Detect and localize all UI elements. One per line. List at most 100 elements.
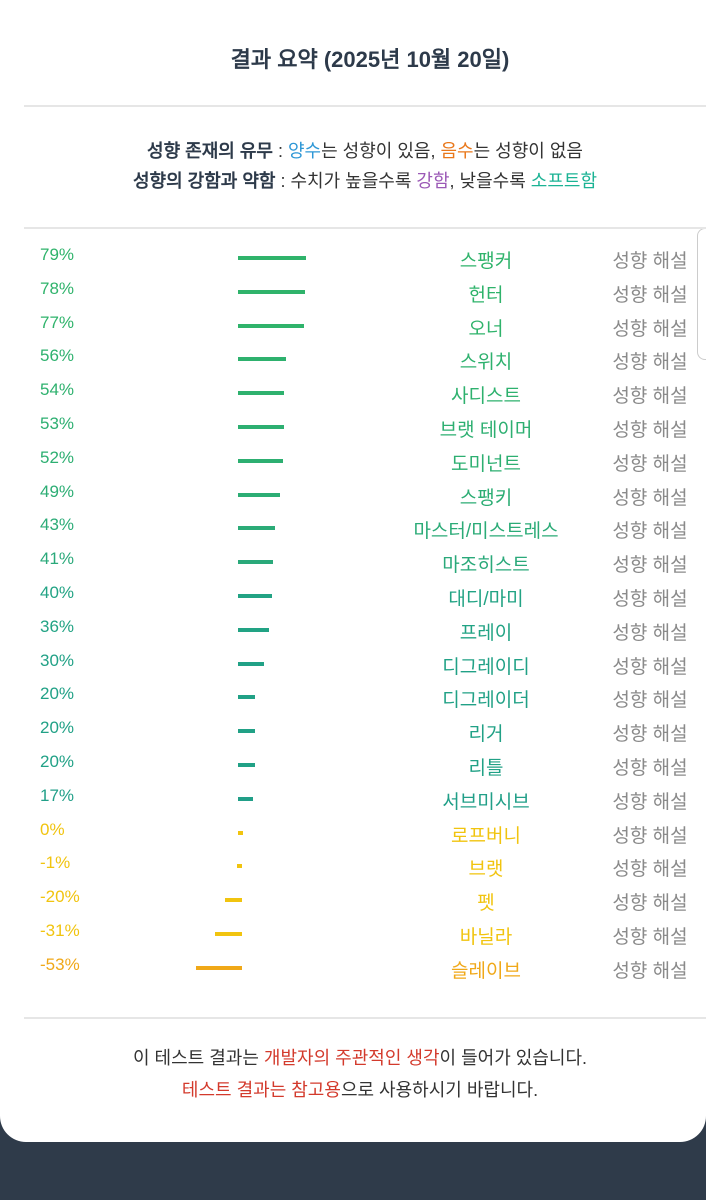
result-row: 77% 오너 성향 해설 [0,309,706,343]
bar [238,763,256,767]
bar [196,965,242,970]
bar [238,492,281,497]
explain-link[interactable]: 성향 해설 [612,487,688,509]
type-label: 스팽커 [459,251,513,272]
explain-link[interactable]: 성향 해설 [612,825,688,847]
bar [238,695,256,700]
footer-highlight: 개발자의 주관적인 생각 [263,1048,440,1068]
type-label: 프레이 [459,622,513,644]
explain-link[interactable]: 성향 해설 [612,758,688,779]
footer-text: 이 테스트 결과는 [132,1048,264,1068]
explain-link[interactable]: 성향 해설 [612,656,688,678]
explain-link[interactable]: 성향 해설 [612,284,688,306]
bar [238,796,253,801]
footer-line: 테스트 결과는 참고용으로 사용하시기 바랍니다. [14,1076,706,1102]
explain-link[interactable]: 성향 해설 [612,555,688,577]
result-row: -31% 바닐라 성향 해설 [0,917,706,951]
result-row: 49% 스팽키 성향 해설 [0,478,706,512]
type-label: 펫 [477,893,495,915]
footer-text: 으로 사용하시기 바랍니다. [340,1080,539,1100]
result-card: 결과 요약 (2025년 10월 20일) 성향 존재의 유무 : 양수는 성향… [0,0,706,1142]
result-row: 20% 디그레이더 성향 해설 [0,680,706,714]
percent-label: 40% [40,583,75,602]
bar [238,661,264,666]
type-label: 마스터/미스트레스 [413,521,559,543]
percent-label: 79% [40,245,75,264]
result-row: 52% 도미넌트 성향 해설 [0,444,706,478]
bar [238,729,256,734]
explain-link[interactable]: 성향 해설 [612,251,688,272]
bar [238,458,283,463]
result-row: 53% 브랫 테이머 성향 해설 [0,410,706,444]
legend-line: 성향의 강함과 약함 : 수치가 높을수록 강함, 낮을수록 소프트함 [24,167,706,193]
explain-link[interactable]: 성향 해설 [612,893,688,915]
type-label: 마조히스트 [442,555,530,577]
result-row: 36% 프레이 성향 해설 [0,613,706,647]
result-row: 79% 스팽커 성향 해설 [0,241,706,275]
bar [238,256,306,260]
percent-label: 77% [40,312,75,332]
legend-text: : [272,141,288,161]
legend-strong: 강함 [416,171,450,191]
bar [215,932,242,936]
type-label: 오너 [468,318,504,340]
percent-label: 30% [40,650,75,670]
bar [238,627,269,632]
percent-label: 36% [40,616,75,636]
percent-label: 20% [40,752,75,771]
legend-text: : 수치가 높을수록 [275,171,417,191]
result-row: -1% 브랫 성향 해설 [0,849,706,883]
type-label: 스위치 [459,352,513,374]
bar [238,560,274,565]
explain-link[interactable]: 성향 해설 [612,690,688,712]
explain-link[interactable]: 성향 해설 [612,453,688,475]
explain-link[interactable]: 성향 해설 [612,960,688,982]
type-label: 헌터 [468,284,504,306]
result-row: 78% 헌터 성향 해설 [0,275,706,309]
explain-link[interactable]: 성향 해설 [612,352,688,374]
bar [238,357,287,362]
footer-text: 이 들어가 있습니다. [439,1048,588,1068]
type-label: 리틀 [468,758,504,779]
legend-text: 는 성향이 없음 [473,141,583,161]
explain-link[interactable]: 성향 해설 [612,420,688,441]
percent-label: 78% [40,278,75,298]
bar [224,898,242,903]
explain-link[interactable]: 성향 해설 [612,318,688,340]
result-row: -20% 펫 성향 해설 [0,883,706,917]
explain-link[interactable]: 성향 해설 [612,791,688,813]
percent-label: 0% [40,819,65,839]
type-label: 브랫 테이머 [439,420,533,441]
percent-label: -31% [40,921,80,940]
divider [24,1017,706,1019]
explain-link[interactable]: 성향 해설 [612,386,688,408]
explain-link[interactable]: 성향 해설 [612,927,688,948]
result-row: 40% 대디/마미 성향 해설 [0,579,706,613]
legend-soft: 소프트함 [530,171,598,191]
explain-link[interactable]: 성향 해설 [612,521,688,543]
bar [238,425,284,429]
percent-label: -53% [40,954,80,974]
type-label: 브랫 [468,859,504,881]
percent-label: 43% [40,515,75,535]
explain-link[interactable]: 성향 해설 [612,859,688,881]
legend-positive: 양수 [287,141,322,161]
legend-term: 성향의 강함과 약함 [132,171,276,191]
percent-label: 53% [40,414,75,433]
result-row: 54% 사디스트 성향 해설 [0,376,706,410]
type-label: 로프버니 [451,825,521,847]
explain-link[interactable]: 성향 해설 [612,724,688,746]
title: 결과 요약 (2025년 10월 20일) [230,47,510,72]
type-label: 디그레이더 [442,690,530,712]
explain-link[interactable]: 성향 해설 [612,622,688,644]
legend-text: 는 성향이 있음, [321,141,441,161]
bar [238,323,305,328]
percent-label: 49% [40,481,75,501]
type-label: 사디스트 [451,386,521,408]
divider [24,105,706,107]
footer-line: 이 테스트 결과는 개발자의 주관적인 생각이 들어가 있습니다. [14,1044,706,1070]
type-label: 슬레이브 [451,960,521,982]
type-label: 대디/마미 [448,589,524,610]
explain-link[interactable]: 성향 해설 [612,589,688,610]
